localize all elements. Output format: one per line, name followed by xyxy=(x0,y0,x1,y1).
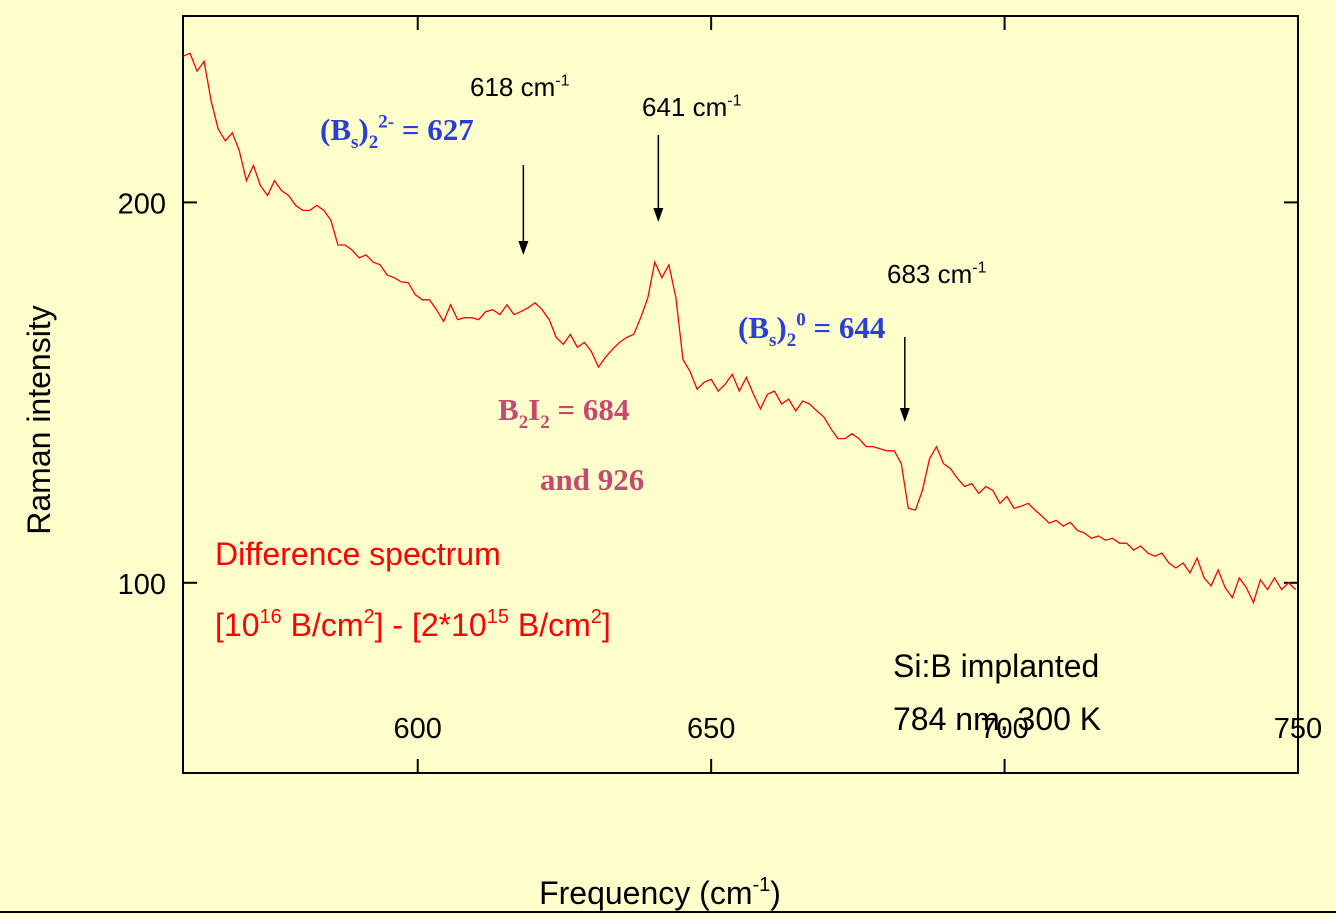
text-part: -1 xyxy=(752,874,770,896)
text-part: = 684 xyxy=(550,392,630,427)
text-part: ) xyxy=(770,875,781,911)
text-part: 15 xyxy=(487,606,509,628)
text-part: Difference spectrum xyxy=(215,536,501,572)
arrow-head xyxy=(518,241,529,255)
y-tick-label: 100 xyxy=(118,569,166,601)
plot-frame xyxy=(182,15,1299,774)
annotation: B2I2 = 684 xyxy=(498,392,629,433)
annotation: 784 nm, 300 K xyxy=(893,701,1101,737)
text-part: -1 xyxy=(972,260,986,277)
x-tick-label: 750 xyxy=(1274,713,1322,745)
x-tick-label: 700 xyxy=(980,713,1028,745)
text-part: B/cm xyxy=(282,607,364,643)
spectrum-line xyxy=(182,52,1297,605)
annotation: (Bs)20 = 644 xyxy=(738,310,885,351)
text-part: s xyxy=(769,330,776,351)
text-part: 641 cm xyxy=(642,92,727,122)
text-part: Frequency (cm xyxy=(539,875,752,911)
text-part: 2 xyxy=(787,330,797,351)
text-part: 2 xyxy=(540,412,550,433)
text-part: I xyxy=(528,392,540,427)
text-part: s xyxy=(351,132,358,153)
text-part: 2- xyxy=(378,112,394,133)
text-part: (B xyxy=(738,310,769,345)
text-part: 784 nm, 300 K xyxy=(893,701,1101,737)
annotation: [1016 B/cm2] - [2*1015 B/cm2] xyxy=(215,606,611,643)
text-part: 2 xyxy=(591,606,602,628)
text-part: = 627 xyxy=(394,112,474,147)
text-part: 16 xyxy=(259,606,281,628)
text-part: ) xyxy=(358,112,368,147)
text-part: B/cm xyxy=(509,607,591,643)
annotation: Si:B implanted xyxy=(893,648,1099,684)
text-part: ) xyxy=(776,310,786,345)
text-part: ] - [2*10 xyxy=(375,607,487,643)
x-tick-label: 600 xyxy=(394,713,442,745)
text-part: = 644 xyxy=(806,310,886,345)
text-part: 618 cm xyxy=(470,72,555,102)
text-part: and 926 xyxy=(540,462,644,497)
text-part: (B xyxy=(320,112,351,147)
text-part: ] xyxy=(602,607,611,643)
text-part: Si:B implanted xyxy=(893,648,1099,684)
text-part: 0 xyxy=(796,310,806,331)
text-part: 2 xyxy=(364,606,375,628)
annotation: Difference spectrum xyxy=(215,536,501,572)
text-part: -1 xyxy=(555,73,569,90)
text-part: 2 xyxy=(519,412,529,433)
x-axis-label: Frequency (cm-1) xyxy=(539,874,781,911)
text-part: -1 xyxy=(727,93,741,110)
y-tick-label: 200 xyxy=(118,188,166,220)
arrow-head xyxy=(653,208,664,222)
annotation: and 926 xyxy=(540,462,644,497)
text-part: 683 cm xyxy=(887,259,972,289)
x-tick-label: 650 xyxy=(687,713,735,745)
text-part: B xyxy=(498,392,519,427)
annotation: 618 cm-1 xyxy=(470,72,570,102)
annotation: (Bs)22- = 627 xyxy=(320,112,474,153)
text-part: 2 xyxy=(369,132,379,153)
annotation: 641 cm-1 xyxy=(642,92,742,122)
annotation: 683 cm-1 xyxy=(887,259,987,289)
text-part: [10 xyxy=(215,607,259,643)
y-axis-label: Raman intensity xyxy=(21,305,57,534)
arrow-head xyxy=(899,408,910,422)
